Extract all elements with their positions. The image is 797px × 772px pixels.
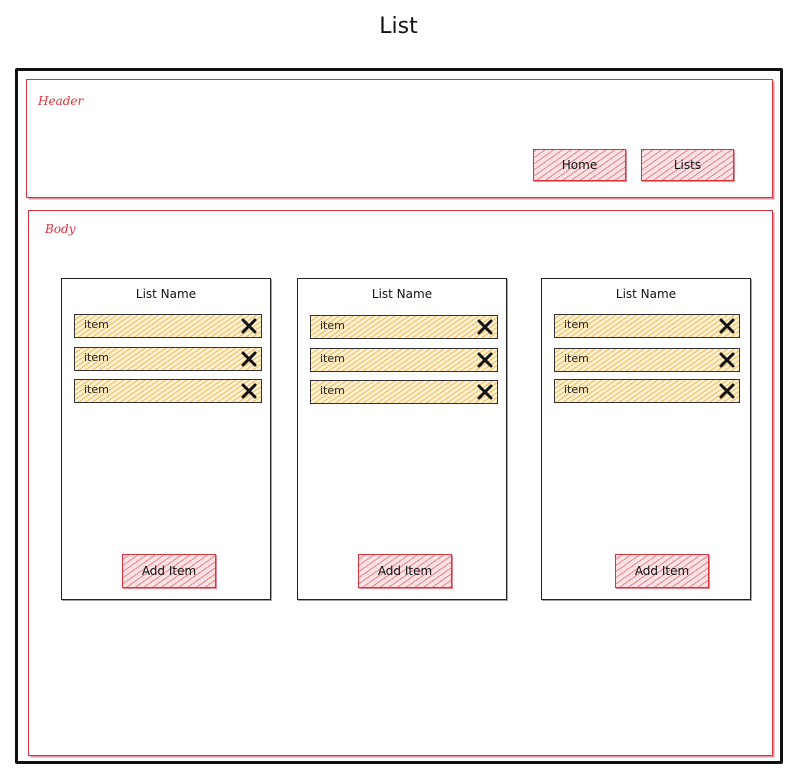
list-item-text: item [564, 383, 589, 396]
add-item-button[interactable]: Add Item [122, 554, 216, 588]
close-icon[interactable] [476, 318, 494, 336]
list-item: item [310, 380, 498, 404]
list-card: List Name item item item Add Item [541, 278, 751, 600]
list-item-text: item [564, 352, 589, 365]
page-title: List [379, 14, 418, 39]
close-icon[interactable] [718, 317, 736, 335]
header-label: Header [38, 94, 84, 108]
list-item: item [310, 348, 498, 372]
body-label: Body [45, 222, 76, 236]
close-icon[interactable] [240, 350, 258, 368]
list-item: item [74, 314, 262, 338]
close-icon[interactable] [718, 382, 736, 400]
close-icon[interactable] [476, 351, 494, 369]
app-frame [15, 68, 783, 764]
list-card: List Name item item item Add Item [297, 278, 507, 600]
list-item: item [554, 348, 740, 372]
close-icon[interactable] [240, 382, 258, 400]
list-item: item [310, 315, 498, 339]
list-item-text: item [320, 384, 345, 397]
list-item-text: item [564, 318, 589, 331]
close-icon[interactable] [476, 383, 494, 401]
header-region [26, 79, 773, 198]
list-name: List Name [615, 287, 677, 301]
close-icon[interactable] [240, 317, 258, 335]
home-nav-button[interactable]: Home [533, 149, 626, 181]
body-region [28, 210, 773, 756]
list-item-text: item [84, 318, 109, 331]
list-item: item [74, 347, 262, 371]
close-icon[interactable] [718, 351, 736, 369]
list-item-text: item [84, 351, 109, 364]
list-item-text: item [320, 352, 345, 365]
list-name: List Name [135, 287, 197, 301]
list-item-text: item [84, 383, 109, 396]
add-item-button[interactable]: Add Item [615, 554, 709, 588]
add-item-button[interactable]: Add Item [358, 554, 452, 588]
list-item-text: item [320, 319, 345, 332]
list-card: List Name item item item Add Item [61, 278, 271, 600]
list-item: item [74, 379, 262, 403]
list-item: item [554, 314, 740, 338]
list-name: List Name [371, 287, 433, 301]
list-item: item [554, 379, 740, 403]
lists-nav-button[interactable]: Lists [641, 149, 734, 181]
